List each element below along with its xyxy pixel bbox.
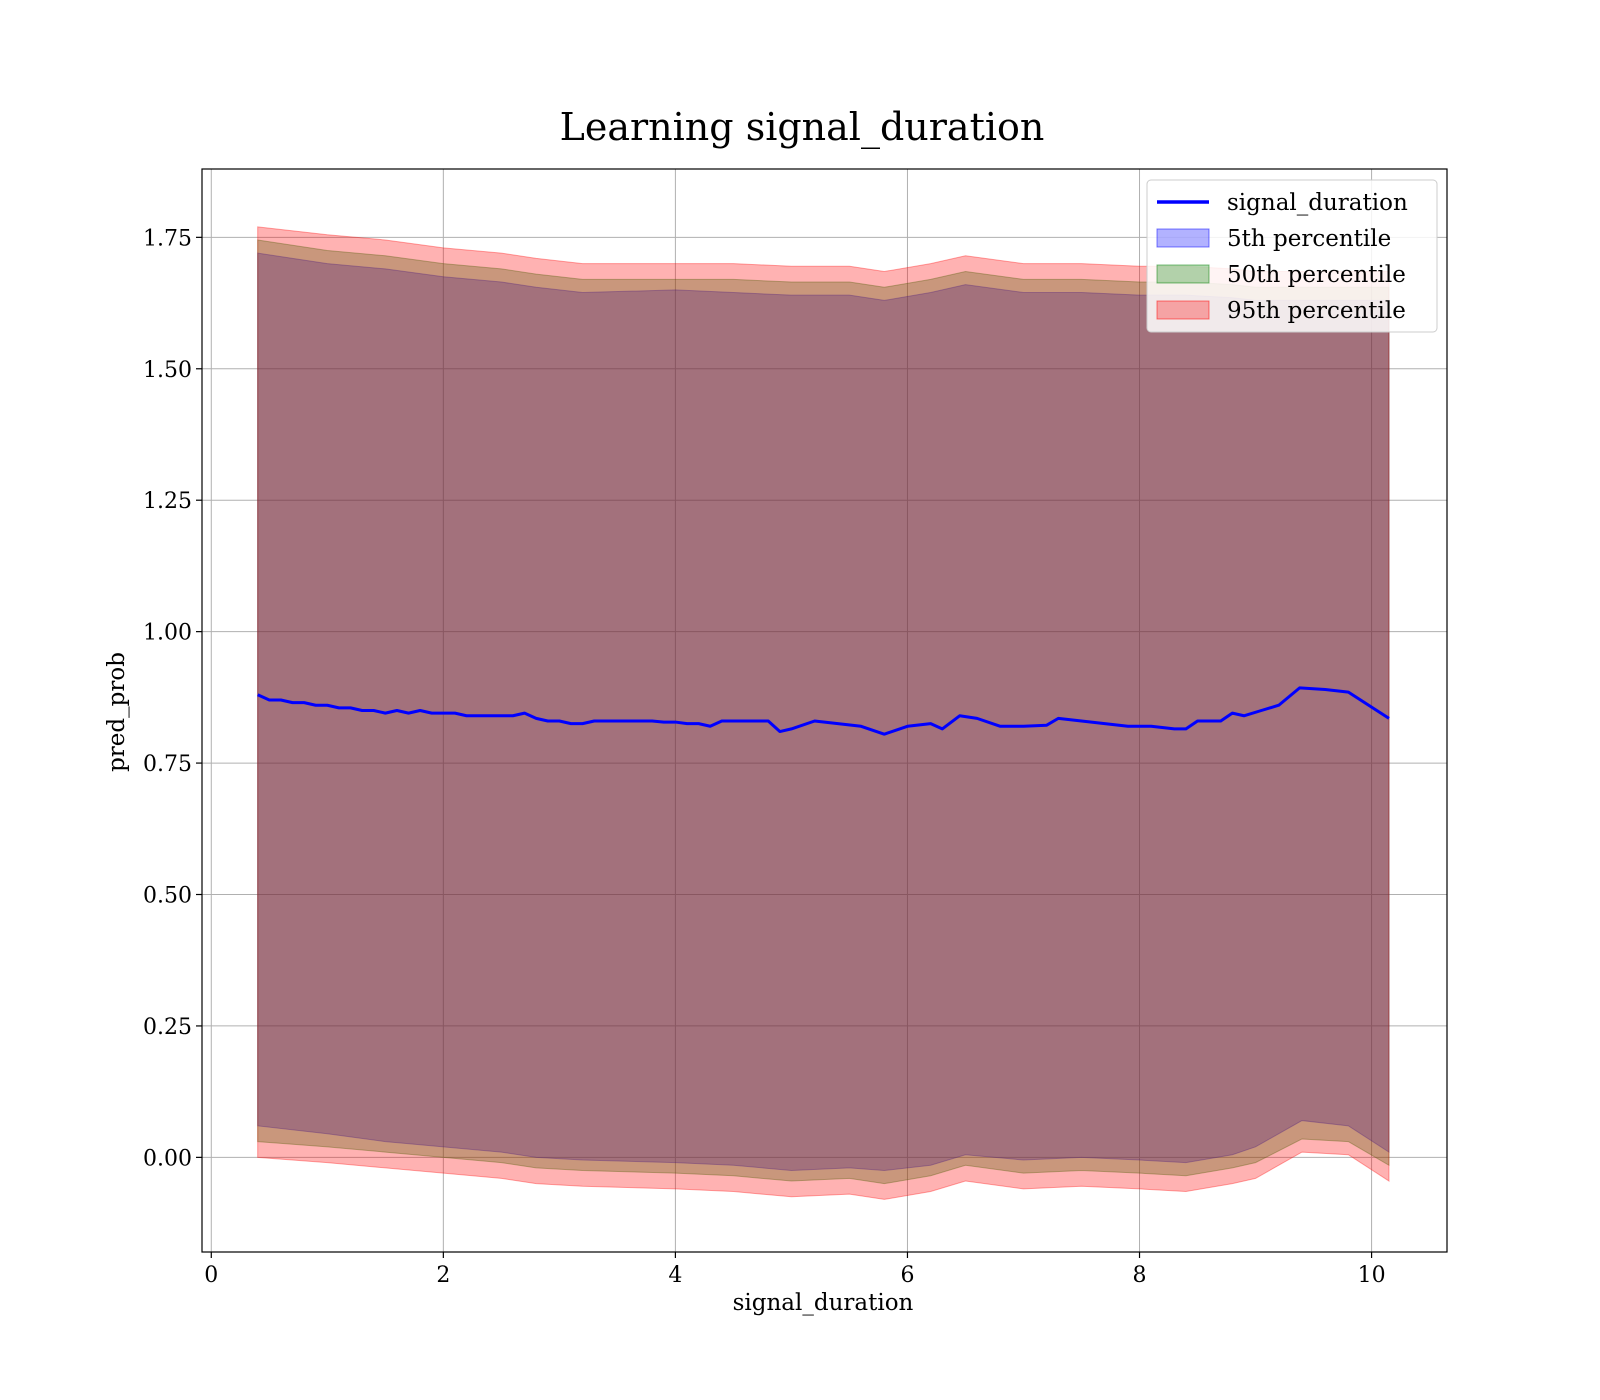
chart-title: Learning signal_duration [560, 105, 1045, 150]
y-tick-label: 1.50 [143, 358, 192, 383]
series-line-signal-duration [257, 686, 1390, 736]
legend-entry-label: 5th percentile [1227, 226, 1391, 252]
legend-box [1146, 179, 1438, 333]
y-tick-label: 0.75 [143, 752, 192, 777]
y-tick-label: 1.75 [143, 226, 192, 251]
legend-entry-label: 95th percentile [1227, 298, 1406, 324]
legend-entry-label: signal_duration [1227, 190, 1408, 216]
legend-patch-swatch [1156, 300, 1210, 320]
x-tick-label: 2 [436, 1263, 450, 1288]
band-95th-percentile [257, 226, 1390, 1200]
y-tick-label: 0.00 [143, 1146, 192, 1171]
band-5th-percentile [257, 252, 1390, 1172]
legend-entry-label: 50th percentile [1227, 262, 1406, 288]
legend-patch-swatch [1156, 264, 1210, 284]
x-tick-label: 0 [204, 1263, 218, 1288]
legend-patch-swatch [1156, 228, 1210, 248]
x-axis-label: signal_duration [733, 1290, 914, 1316]
legend: signal_duration 5th percentile 50th percen… [1146, 179, 1438, 333]
band-50th-percentile [257, 239, 1390, 1185]
x-tick-label: 10 [1358, 1263, 1386, 1288]
x-tick-label: 4 [668, 1263, 682, 1288]
x-tick-label: 8 [1133, 1263, 1147, 1288]
y-tick-label: 1.00 [143, 621, 192, 646]
y-tick-label: 0.25 [143, 1015, 192, 1040]
x-tick-label: 6 [900, 1263, 914, 1288]
y-axis-label: pred_prob [104, 652, 130, 772]
y-tick-label: 1.25 [143, 489, 192, 514]
y-tick-label: 0.50 [143, 884, 192, 909]
plot-area: 0 2 4 6 8 10 0.00 0.25 0.50 0.75 1.00 1.25 1.50 1.75 [143, 168, 1448, 1288]
axes-frame [201, 168, 1448, 1253]
